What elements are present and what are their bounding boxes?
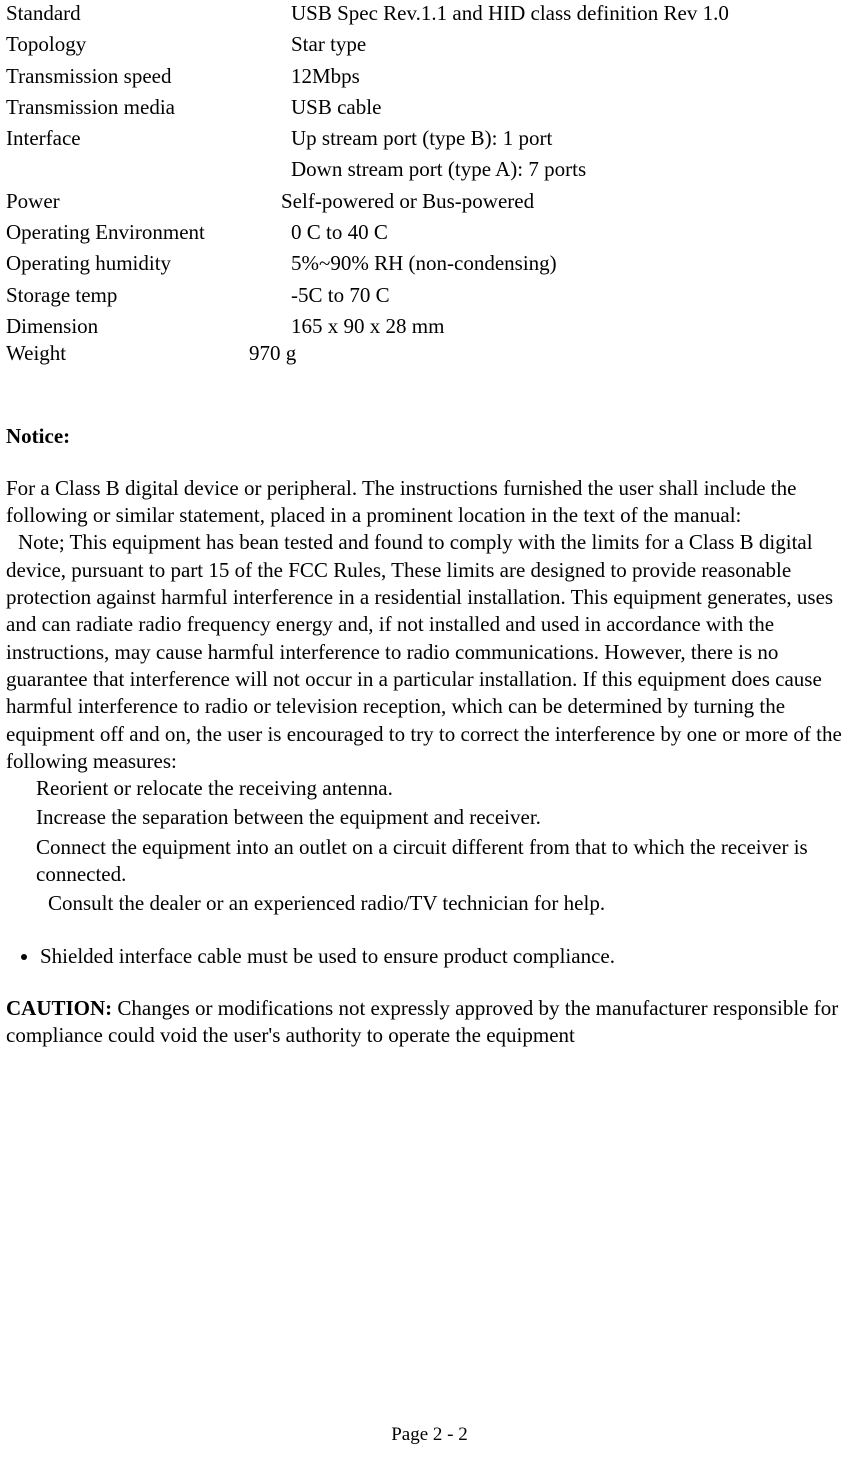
caution-text: Changes or modifications not expressly a… xyxy=(6,996,838,1047)
measure-item: Increase the separation between the equi… xyxy=(36,804,853,831)
spec-label: Transmission speed xyxy=(6,63,291,90)
caution-label: CAUTION: xyxy=(6,996,112,1020)
spec-value: 165 x 90 x 28 mm xyxy=(291,313,853,340)
spec-table: Standard USB Spec Rev.1.1 and HID class … xyxy=(6,0,853,340)
spec-value: Self-powered or Bus-powered xyxy=(281,188,853,215)
measure-item-consult: Consult the dealer or an experienced rad… xyxy=(36,890,853,917)
spec-label: Storage temp xyxy=(6,282,291,309)
spec-label-weight: Weight xyxy=(6,340,249,367)
spec-label: Dimension xyxy=(6,313,291,340)
spec-value: USB Spec Rev.1.1 and HID class definitio… xyxy=(291,0,853,27)
notice-intro: For a Class B digital device or peripher… xyxy=(6,475,853,530)
spec-value-weight: 970 g xyxy=(249,340,853,367)
spec-value: USB cable xyxy=(291,94,853,121)
spec-value: 12Mbps xyxy=(291,63,853,90)
spec-value: Down stream port (type A): 7 ports xyxy=(291,156,853,183)
bullet-text: Shielded interface cable must be used to… xyxy=(40,944,615,968)
spec-label: Topology xyxy=(6,31,291,58)
spec-value: -5C to 70 C xyxy=(291,282,853,309)
spec-weight-row: Weight 970 g xyxy=(6,340,853,367)
spec-label xyxy=(6,156,291,183)
spec-value: 5%~90% RH (non-condensing) xyxy=(291,250,853,277)
spec-label: Transmission media xyxy=(6,94,291,121)
spec-value: Up stream port (type B): 1 port xyxy=(291,125,853,152)
notice-body: Note; This equipment has bean tested and… xyxy=(6,529,853,775)
caution-paragraph: CAUTION: Changes or modifications not ex… xyxy=(6,995,853,1050)
spec-label: Interface xyxy=(6,125,291,152)
spec-value: 0 C to 40 C xyxy=(291,219,853,246)
spec-label: Operating humidity xyxy=(6,250,291,277)
spec-label: Operating Environment xyxy=(6,219,291,246)
notice-body-text: Note; This equipment has bean tested and… xyxy=(6,530,842,772)
measure-item: Connect the equipment into an outlet on … xyxy=(36,834,853,889)
bullet-list: Shielded interface cable must be used to… xyxy=(6,943,853,970)
page-footer: Page 2 - 2 xyxy=(0,1423,859,1448)
spec-label: Power xyxy=(6,188,291,215)
spec-value: Star type xyxy=(291,31,853,58)
measure-item: Reorient or relocate the receiving anten… xyxy=(36,775,853,802)
spec-label: Standard xyxy=(6,0,291,27)
bullet-shielded: Shielded interface cable must be used to… xyxy=(40,943,853,970)
page: Standard USB Spec Rev.1.1 and HID class … xyxy=(0,0,859,1466)
measures-list: Reorient or relocate the receiving anten… xyxy=(6,775,853,917)
notice-heading: Notice: xyxy=(6,423,853,450)
